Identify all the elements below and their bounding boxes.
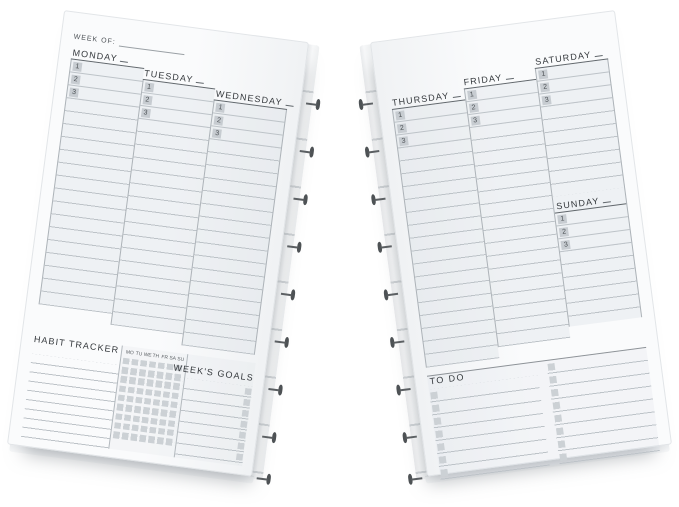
day-dash: [120, 60, 129, 63]
right-page: THURSDAY 1 2 3 FRIDAY: [359, 10, 673, 485]
binding-disc: [377, 239, 394, 254]
priority-number: 2: [540, 82, 551, 93]
day-dash: [505, 77, 514, 80]
goal-checkbox-lines: [174, 378, 253, 466]
day-dash: [285, 104, 294, 107]
binding-disc: [292, 192, 309, 207]
habit-name-lines: [21, 353, 120, 449]
priority-number: 2: [70, 74, 81, 85]
weekday-columns: MONDAY 1 2 3 TUESDAY: [36, 42, 294, 355]
priority-number: 3: [140, 108, 151, 119]
priority-number: 1: [215, 102, 226, 113]
binding-disc: [408, 471, 425, 486]
weekday-abbrev: FR: [160, 354, 168, 361]
todo-checkbox-lines: [546, 347, 660, 465]
habit-tracker-section: HABIT TRACKER MO TU WE TH FR SA SU: [21, 334, 256, 467]
ruled-lines: [541, 98, 625, 197]
priority-number: 2: [468, 102, 479, 113]
priority-number: 3: [212, 128, 223, 139]
priority-number: 2: [396, 123, 408, 134]
priority-number: 1: [143, 82, 155, 93]
binding-disc: [371, 192, 388, 207]
priority-number: 2: [559, 227, 570, 238]
weekday-abbrev: TU: [135, 351, 143, 358]
binding-disc: [383, 287, 400, 302]
priority-number: 1: [72, 61, 83, 72]
weekday-abbrev: MO: [125, 350, 135, 357]
binding-disc: [267, 382, 284, 397]
priority-number: 2: [142, 95, 153, 106]
weekday-abbrev: SA: [168, 355, 176, 362]
todo-section: TO DO: [426, 346, 660, 480]
priority-number: 3: [470, 115, 481, 126]
binding-disc: [279, 287, 296, 302]
day-dash: [452, 95, 461, 98]
ruled-lines: [560, 242, 642, 327]
weekday-columns: THURSDAY 1 2 3 FRIDAY: [387, 42, 645, 368]
binding-disc: [298, 144, 315, 159]
weeks-goals-area: WEEK'S GOALS: [173, 354, 256, 467]
weekday-abbrev: SU: [176, 356, 185, 363]
priority-number: 1: [466, 89, 477, 101]
priority-number: 3: [541, 95, 552, 106]
binding-disc: [304, 96, 321, 111]
binding-disc: [273, 334, 290, 349]
day-dash: [594, 55, 603, 58]
binding-disc: [396, 382, 413, 397]
binding-disc: [255, 471, 272, 486]
binding-disc: [402, 429, 419, 444]
habit-names-area: HABIT TRACKER: [21, 334, 122, 449]
left-page: WEEK OF: MONDAY 1 2 3: [6, 10, 320, 485]
priority-number: 1: [538, 69, 549, 80]
binding-disc: [260, 429, 277, 444]
todo-right-column: [546, 347, 660, 465]
todo-checkbox-lines: [428, 375, 550, 480]
binding-disc: [358, 96, 375, 111]
binding-disc: [390, 334, 407, 349]
priority-number: 2: [213, 115, 224, 126]
priority-number: 1: [557, 214, 568, 225]
binding-disc: [364, 144, 381, 159]
weekday-abbrev: WE: [143, 352, 152, 359]
priority-number: 3: [68, 87, 80, 98]
todo-left-column: TO DO: [427, 362, 550, 480]
priority-number: 1: [395, 110, 406, 121]
binding-disc: [285, 239, 302, 254]
day-dash: [195, 81, 205, 84]
priority-number: 3: [398, 136, 409, 147]
day-dash: [602, 201, 611, 204]
weekday-abbrev: TH: [152, 353, 160, 360]
priority-number: 3: [560, 239, 571, 251]
